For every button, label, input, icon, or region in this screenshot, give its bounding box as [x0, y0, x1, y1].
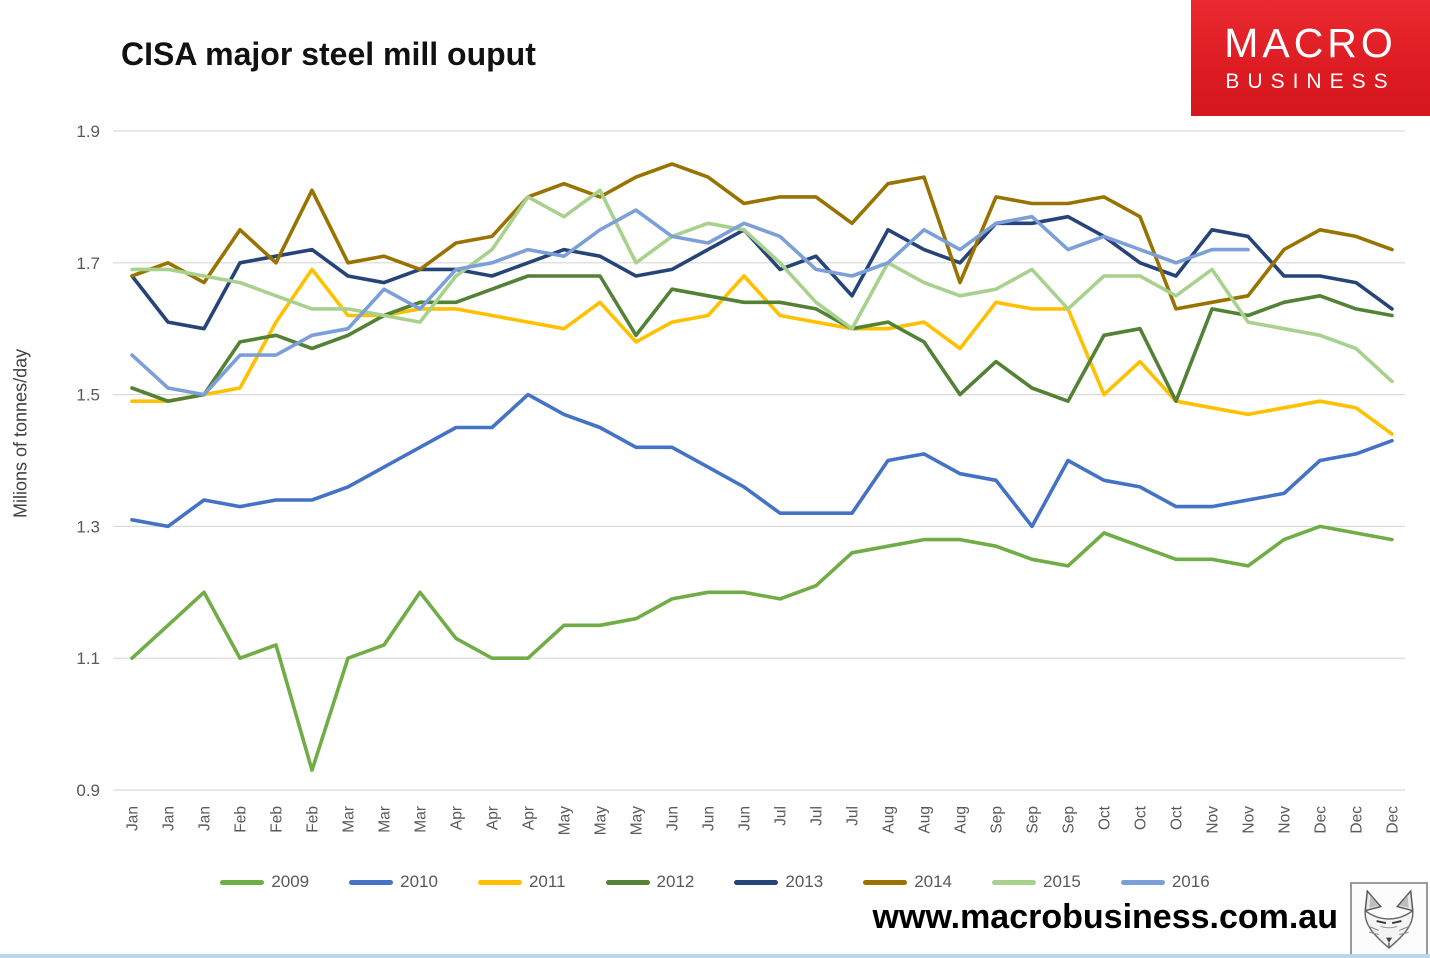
x-tick-label: May	[628, 806, 645, 836]
y-tick-label: 1.7	[76, 254, 100, 273]
x-tick-label: Jul	[772, 806, 789, 826]
legend-swatch-2012	[605, 879, 650, 885]
y-tick-label: 0.9	[76, 781, 100, 800]
x-tick-label: Jan	[196, 806, 213, 831]
x-tick-label: Sep	[1060, 806, 1077, 834]
x-tick-label: Apr	[520, 806, 537, 830]
series-line-2010	[130, 392, 1394, 529]
bottom-divider	[0, 954, 1430, 958]
x-tick-label: Dec	[1312, 806, 1329, 834]
x-tick-label: May	[592, 806, 609, 836]
legend-item-2016: 2016	[1120, 872, 1210, 892]
x-tick-label: Apr	[448, 806, 465, 830]
legend-item-2009: 2009	[220, 872, 309, 892]
y-tick-label: 1.1	[76, 649, 100, 668]
x-tick-label: Jun	[700, 806, 717, 831]
legend-swatch-2013	[734, 879, 779, 885]
legend-swatch-2009	[220, 879, 265, 885]
series-line-2015	[130, 188, 1394, 384]
series-line-2016	[130, 208, 1250, 397]
x-tick-label: Aug	[916, 806, 933, 834]
chart-legend: 2009 2010 2011 2012 2013 2014 2015 2016	[0, 872, 1430, 892]
y-tick-labels: 0.9 1.1 1.3 1.5 1.7 1.9	[76, 122, 100, 800]
logo-line-business: BUSINESS	[1225, 69, 1396, 93]
legend-item-2013: 2013	[734, 872, 823, 892]
legend-label: 2012	[656, 872, 695, 891]
legend-item-2015: 2015	[992, 872, 1081, 892]
x-tick-label: Jun	[736, 806, 753, 831]
x-tick-label: Dec	[1384, 806, 1401, 834]
x-tick-label: Jul	[808, 806, 825, 826]
legend-item-2014: 2014	[863, 872, 952, 892]
x-tick-label: Jul	[844, 806, 861, 826]
fox-sketch-icon	[1364, 889, 1414, 949]
legend-item-2010: 2010	[349, 872, 438, 892]
y-tick-label: 1.5	[76, 386, 100, 405]
legend-label: 2015	[1043, 872, 1081, 891]
logo-line-macro: MACRO	[1224, 19, 1397, 66]
x-tick-label: Apr	[484, 806, 501, 830]
x-tick-label: Nov	[1204, 806, 1221, 834]
series-lines	[130, 162, 1394, 773]
legend-item-2012: 2012	[605, 872, 695, 892]
y-tick-label: 1.3	[76, 517, 100, 536]
series-line-2014	[130, 162, 1394, 311]
legend-swatch-2014	[863, 879, 908, 885]
legend-label: 2010	[400, 872, 438, 891]
series-line-2012	[130, 274, 1394, 404]
x-tick-label: Mar	[340, 806, 357, 833]
x-tick-labels: Jan Jan Jan Feb Feb Feb Mar Mar Mar Apr Apr Apr May M…	[124, 805, 1401, 835]
y-tick-label: 1.9	[76, 122, 100, 141]
legend-swatch-2016	[1120, 879, 1165, 885]
legend-label: 2009	[271, 872, 310, 891]
x-tick-label: Mar	[376, 806, 393, 833]
legend-swatch-2010	[349, 879, 394, 885]
x-tick-label: Oct	[1096, 805, 1113, 830]
series-line-2011	[130, 267, 1394, 436]
legend-label: 2014	[914, 872, 953, 891]
x-tick-label: Aug	[952, 806, 969, 834]
x-tick-label: Sep	[1024, 806, 1041, 834]
legend-label: 2016	[1171, 872, 1210, 891]
wolf-logo	[1350, 882, 1428, 958]
x-tick-label: Dec	[1348, 806, 1365, 834]
x-tick-label: Oct	[1132, 805, 1149, 830]
x-tick-label: Aug	[880, 806, 897, 834]
x-tick-label: Feb	[232, 806, 249, 833]
x-tick-label: Nov	[1276, 806, 1293, 834]
x-tick-label: Jan	[160, 806, 177, 831]
footer-url: www.macrobusiness.com.au	[872, 898, 1338, 936]
x-tick-label: Feb	[304, 806, 321, 833]
x-tick-label: Sep	[988, 806, 1005, 834]
x-tick-label: May	[556, 806, 573, 836]
legend-swatch-2015	[992, 879, 1037, 885]
chart-title: CISA major steel mill ouput	[121, 36, 536, 72]
x-tick-label: Jan	[124, 806, 141, 831]
series-line-2013	[130, 214, 1394, 331]
x-tick-label: Jun	[664, 806, 681, 831]
x-tick-label: Oct	[1168, 805, 1185, 830]
legend-item-2011: 2011	[477, 872, 566, 892]
macrobusiness-logo: MACRO BUSINESS	[1191, 0, 1430, 116]
x-tick-label: Nov	[1240, 806, 1257, 834]
legend-label: 2013	[785, 872, 824, 891]
series-line-2009	[130, 524, 1394, 773]
x-tick-label: Mar	[412, 806, 429, 833]
legend-label: 2011	[528, 872, 566, 891]
legend-swatch-2011	[477, 879, 522, 885]
x-tick-label: Feb	[268, 806, 285, 833]
